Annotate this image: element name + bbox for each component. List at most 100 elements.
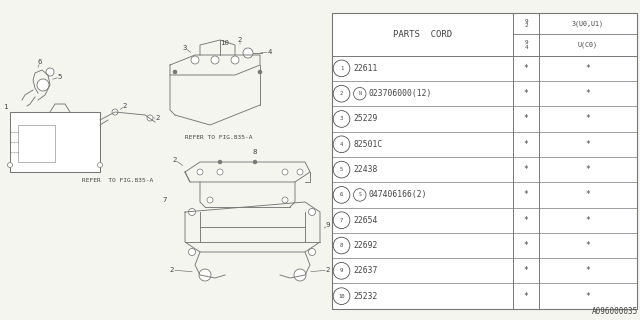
Circle shape [231, 56, 239, 64]
Text: 10: 10 [339, 294, 345, 299]
Circle shape [333, 237, 350, 254]
Circle shape [333, 288, 350, 305]
Circle shape [308, 249, 316, 255]
Text: 2: 2 [326, 267, 330, 273]
Text: S: S [358, 192, 361, 197]
Text: 2: 2 [170, 267, 174, 273]
Circle shape [333, 187, 350, 203]
Circle shape [8, 163, 13, 167]
Circle shape [218, 160, 222, 164]
Circle shape [333, 60, 350, 77]
Circle shape [333, 262, 350, 279]
Circle shape [353, 87, 366, 100]
Circle shape [297, 169, 303, 175]
Circle shape [353, 189, 366, 201]
Text: 22637: 22637 [353, 266, 378, 275]
Text: 4: 4 [340, 142, 343, 147]
Text: 5: 5 [340, 167, 343, 172]
Text: 22654: 22654 [353, 216, 378, 225]
Text: *: * [586, 241, 590, 250]
Bar [18, 125, 55, 162]
Circle shape [217, 169, 223, 175]
Circle shape [112, 109, 118, 115]
Text: *: * [586, 266, 590, 275]
Circle shape [147, 115, 153, 121]
Circle shape [294, 269, 306, 281]
Text: 8: 8 [253, 149, 257, 155]
Text: 25229: 25229 [353, 115, 378, 124]
Text: 6: 6 [340, 192, 343, 197]
Circle shape [282, 169, 288, 175]
Text: REFER TO FIG.835-A: REFER TO FIG.835-A [185, 135, 253, 140]
Text: 22692: 22692 [353, 241, 378, 250]
Text: 10: 10 [221, 40, 230, 46]
Text: 4: 4 [268, 49, 272, 55]
Text: *: * [524, 216, 529, 225]
Bar [10, 112, 100, 172]
Text: *: * [524, 266, 529, 275]
Text: *: * [586, 115, 590, 124]
Text: 6: 6 [38, 59, 42, 65]
Text: 22438: 22438 [353, 165, 378, 174]
Text: 1: 1 [3, 104, 7, 110]
Text: 9
2: 9 2 [524, 19, 528, 28]
Circle shape [189, 249, 195, 255]
Circle shape [173, 70, 177, 74]
Text: 9
4: 9 4 [524, 40, 528, 50]
Circle shape [282, 197, 288, 203]
Bar [332, 13, 637, 309]
Text: *: * [524, 140, 529, 149]
Text: 3(U0,U1): 3(U0,U1) [572, 20, 604, 27]
Text: 82501C: 82501C [353, 140, 383, 149]
Text: 2: 2 [156, 115, 160, 121]
Text: 25232: 25232 [353, 292, 378, 301]
Circle shape [97, 163, 102, 167]
Text: *: * [586, 190, 590, 199]
Text: *: * [524, 241, 529, 250]
Text: U(C0): U(C0) [578, 42, 598, 48]
Text: 2: 2 [237, 37, 243, 43]
Text: 7: 7 [163, 197, 167, 203]
Text: 2: 2 [123, 103, 127, 109]
Circle shape [37, 79, 49, 91]
Text: 9: 9 [326, 222, 330, 228]
Text: 1: 1 [340, 66, 343, 71]
Text: 3: 3 [183, 45, 188, 51]
Text: *: * [524, 190, 529, 199]
Circle shape [197, 169, 203, 175]
Text: *: * [586, 216, 590, 225]
Circle shape [258, 70, 262, 74]
Circle shape [333, 85, 350, 102]
Text: 047406166(2): 047406166(2) [368, 190, 426, 199]
Text: 22611: 22611 [353, 64, 378, 73]
Text: 7: 7 [340, 218, 343, 223]
Circle shape [333, 161, 350, 178]
Text: N: N [358, 91, 361, 96]
Circle shape [333, 136, 350, 153]
Text: 023706000(12): 023706000(12) [368, 89, 431, 98]
Text: *: * [524, 165, 529, 174]
Circle shape [46, 68, 54, 76]
Text: 9: 9 [340, 268, 343, 273]
Text: *: * [586, 165, 590, 174]
Text: 2: 2 [173, 157, 177, 163]
Text: PARTS  CORD: PARTS CORD [393, 30, 452, 39]
Text: *: * [524, 292, 529, 301]
Text: *: * [524, 115, 529, 124]
Circle shape [308, 209, 316, 215]
Text: *: * [524, 64, 529, 73]
Text: REFER  TO FIG.835-A: REFER TO FIG.835-A [82, 178, 153, 183]
Circle shape [191, 56, 199, 64]
Circle shape [253, 160, 257, 164]
Text: 5: 5 [58, 74, 62, 80]
Text: *: * [586, 89, 590, 98]
Circle shape [243, 48, 253, 58]
Text: A096000035: A096000035 [592, 307, 638, 316]
Text: *: * [586, 64, 590, 73]
Circle shape [333, 212, 350, 228]
Text: *: * [586, 292, 590, 301]
Text: 3: 3 [340, 116, 343, 122]
Text: *: * [586, 140, 590, 149]
Text: 2: 2 [340, 91, 343, 96]
Circle shape [199, 269, 211, 281]
